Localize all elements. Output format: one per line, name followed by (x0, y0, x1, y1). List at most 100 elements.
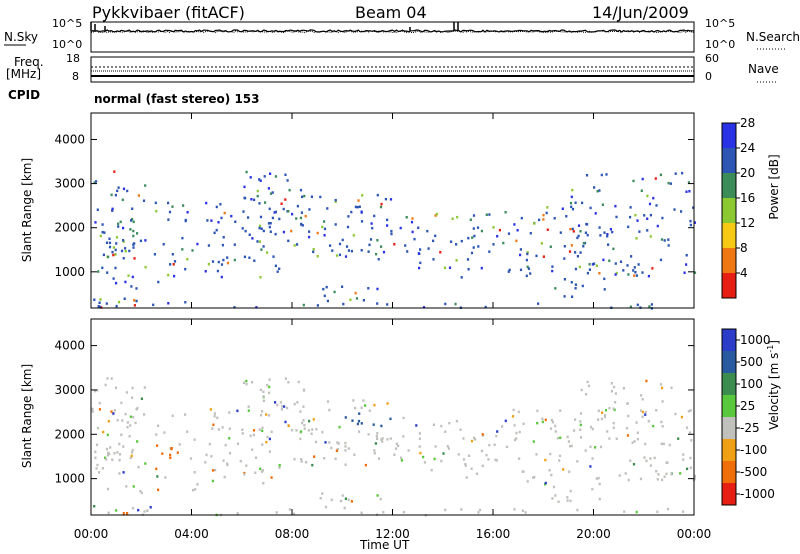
heatmap-cell (472, 246, 475, 249)
heatmap-cell (587, 384, 591, 388)
heatmap-cell (588, 263, 591, 266)
heatmap-cell (149, 506, 152, 509)
heatmap-cell (551, 420, 554, 424)
heatmap-cell (262, 245, 265, 248)
heatmap-cell (586, 223, 589, 226)
heatmap-cell (344, 445, 347, 448)
heatmap-cell (344, 416, 347, 419)
heatmap-cell (118, 442, 121, 446)
heatmap-cell (302, 419, 305, 422)
heatmap-cell (624, 472, 627, 475)
heatmap-cell (595, 477, 598, 480)
heatmap-cell (304, 214, 307, 218)
heatmap-cell (223, 211, 226, 215)
heatmap-cell (375, 252, 378, 256)
heatmap-cell (132, 416, 135, 419)
heatmap-cell (455, 259, 458, 262)
heatmap-cell (228, 452, 232, 455)
heatmap-cell (504, 211, 507, 214)
heatmap-cell (591, 457, 594, 460)
heatmap-cell (330, 498, 333, 502)
heatmap-cell (310, 195, 313, 198)
heatmap-cell (133, 304, 136, 307)
heatmap-cell (169, 453, 172, 457)
heatmap-cell (135, 408, 138, 411)
heatmap-cell (360, 210, 363, 213)
heatmap-cell (646, 194, 649, 198)
heatmap-cell (551, 269, 554, 273)
heatmap-cell (122, 471, 125, 474)
heatmap-cell (579, 412, 583, 415)
heatmap-cell (93, 505, 96, 508)
heatmap-cell (651, 267, 654, 270)
heatmap-cell (341, 285, 344, 288)
heatmap-cell (192, 488, 195, 492)
heatmap-cell (207, 244, 210, 247)
heatmap-cell (376, 494, 379, 497)
heatmap-cell (473, 234, 476, 238)
heatmap-cell (282, 230, 285, 234)
heatmap-cell (255, 306, 258, 309)
heatmap-cell (629, 459, 632, 462)
heatmap-cell (659, 383, 663, 386)
heatmap-cell (104, 383, 107, 387)
x-tick-label: 00:00 (677, 527, 712, 541)
heatmap-cell (381, 440, 384, 443)
heatmap-cell (258, 178, 261, 181)
heatmap-cell (287, 424, 290, 427)
heatmap-cell (98, 305, 102, 309)
heatmap-cell (247, 405, 250, 408)
heatmap-cell (661, 478, 664, 482)
heatmap-cell (574, 283, 577, 286)
heatmap-cell (635, 274, 638, 277)
heatmap-cell (584, 231, 587, 234)
heatmap-cell (554, 494, 557, 497)
heatmap-cell (118, 472, 121, 475)
heatmap-cell (291, 428, 294, 432)
heatmap-cell (181, 248, 184, 251)
heatmap-cell (132, 229, 135, 233)
heatmap-cell (603, 415, 607, 419)
heatmap-cell (655, 409, 658, 412)
heatmap-cell (98, 408, 101, 411)
nsearch-trace (90, 30, 695, 34)
heatmap-cell (287, 381, 290, 384)
heatmap-cell (518, 430, 521, 434)
heatmap-cell (485, 213, 488, 216)
heatmap-cell (132, 234, 135, 238)
heatmap-cell (106, 433, 109, 437)
colorbar-frame (721, 122, 737, 299)
velocity-colorbar: 1000 500 100 25 -25 -100 -500 -1000 (721, 328, 775, 506)
heatmap-cell (111, 207, 114, 211)
heatmap-cell (351, 419, 354, 422)
x-tick-label: 12:00 (375, 527, 410, 541)
heatmap-cell (207, 262, 210, 266)
heatmap-cell (256, 194, 259, 198)
heatmap-cell (268, 207, 271, 211)
heatmap-cell (640, 189, 643, 192)
heatmap-cell (598, 497, 601, 501)
colorbar-swatch (722, 439, 736, 462)
heatmap-cell (106, 271, 109, 274)
heatmap-cell (256, 240, 259, 243)
freq-right-tick-bottom: 0 (705, 70, 712, 83)
heatmap-cell (262, 390, 265, 394)
heatmap-cell (669, 182, 672, 185)
heatmap-cell (323, 294, 326, 298)
heatmap-cell (184, 267, 187, 271)
colorbar-tick-label: 20 (740, 166, 755, 180)
heatmap-cell (568, 470, 571, 473)
heatmap-cell (293, 244, 296, 247)
heatmap-cell (582, 241, 586, 245)
heatmap-cell (288, 508, 291, 511)
heatmap-cell (434, 445, 437, 448)
heatmap-cell (98, 301, 101, 304)
heatmap-cell (211, 427, 214, 430)
velocity-panel-frame (90, 318, 695, 516)
heatmap-cell (258, 428, 261, 431)
heatmap-cell (582, 245, 585, 248)
colorbar-tick-label: 1000 (740, 333, 771, 347)
heatmap-cell (334, 457, 337, 460)
heatmap-cell (557, 500, 560, 503)
heatmap-cell (358, 430, 361, 433)
